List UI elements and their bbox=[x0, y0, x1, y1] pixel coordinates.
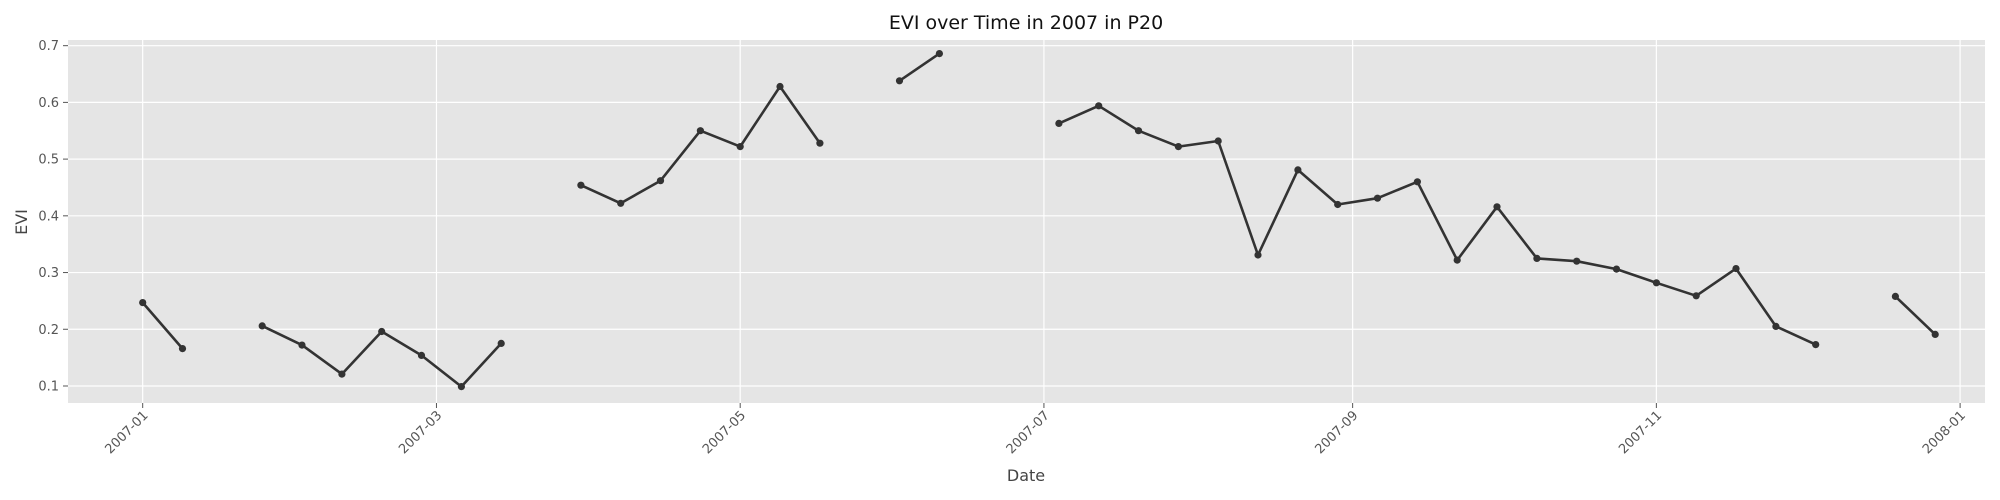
x-tick-label: 2007-09 bbox=[1312, 408, 1361, 457]
x-tick-label: 2007-11 bbox=[1616, 408, 1665, 457]
y-tick-label: 0.5 bbox=[38, 153, 59, 168]
data-point bbox=[457, 383, 465, 391]
data-point bbox=[1692, 292, 1700, 300]
data-point bbox=[338, 370, 346, 378]
y-tick-label: 0.4 bbox=[38, 209, 59, 224]
data-point bbox=[1174, 143, 1182, 151]
data-point bbox=[816, 139, 824, 147]
data-point bbox=[1334, 200, 1342, 209]
x-tick-label: 2007-07 bbox=[1004, 408, 1053, 457]
data-point bbox=[935, 50, 944, 58]
x-tick-label: 2007-05 bbox=[700, 408, 749, 457]
data-point bbox=[1214, 137, 1222, 145]
data-point bbox=[656, 177, 665, 185]
data-point bbox=[1812, 341, 1820, 349]
y-tick-label: 0.3 bbox=[38, 266, 59, 281]
data-point bbox=[736, 143, 744, 151]
data-point bbox=[1931, 330, 1939, 338]
data-point bbox=[139, 299, 147, 307]
x-axis-label: Date bbox=[1007, 466, 1045, 485]
data-point bbox=[1533, 254, 1541, 262]
data-point bbox=[1772, 322, 1780, 330]
data-point bbox=[1453, 256, 1461, 264]
data-point bbox=[1891, 292, 1899, 300]
series-line-segment bbox=[898, 52, 941, 83]
data-point bbox=[1055, 119, 1063, 127]
data-point bbox=[776, 82, 784, 91]
gridlines bbox=[68, 40, 1985, 403]
y-tick-label: 0.7 bbox=[38, 39, 59, 54]
data-point bbox=[1095, 102, 1103, 110]
series-line-segment bbox=[1894, 295, 1937, 336]
plot-background bbox=[68, 40, 1985, 403]
y-tick-label: 0.1 bbox=[38, 379, 59, 394]
data-point bbox=[1254, 251, 1262, 259]
x-tick-label: 2007-03 bbox=[396, 408, 445, 457]
y-axis-label: EVI bbox=[12, 209, 31, 235]
x-tick-label: 2008-01 bbox=[1920, 408, 1969, 457]
data-point bbox=[1413, 178, 1421, 186]
data-point bbox=[1134, 127, 1143, 135]
y-tick-label: 0.2 bbox=[38, 323, 59, 338]
series-line-segment bbox=[141, 301, 184, 350]
x-tick-label: 2007-01 bbox=[102, 408, 151, 457]
data-point bbox=[497, 339, 505, 347]
chart-title: EVI over Time in 2007 in P20 bbox=[889, 12, 1163, 34]
data-point bbox=[1652, 279, 1660, 287]
data-point bbox=[1294, 166, 1302, 174]
series-line-segment bbox=[1057, 104, 1817, 346]
data-point bbox=[1612, 265, 1621, 273]
data-point bbox=[696, 127, 705, 135]
data-series bbox=[139, 50, 1939, 391]
data-point bbox=[617, 199, 625, 207]
data-point bbox=[1573, 257, 1581, 265]
data-point bbox=[1373, 194, 1382, 202]
data-point bbox=[577, 181, 585, 189]
data-point bbox=[417, 351, 426, 359]
data-point bbox=[258, 322, 266, 330]
data-point bbox=[1493, 203, 1501, 211]
y-tick-label: 0.6 bbox=[38, 96, 59, 111]
data-point bbox=[1732, 265, 1740, 273]
data-point bbox=[178, 345, 187, 353]
data-point bbox=[895, 77, 904, 85]
data-point bbox=[378, 327, 386, 336]
data-point bbox=[298, 341, 306, 349]
